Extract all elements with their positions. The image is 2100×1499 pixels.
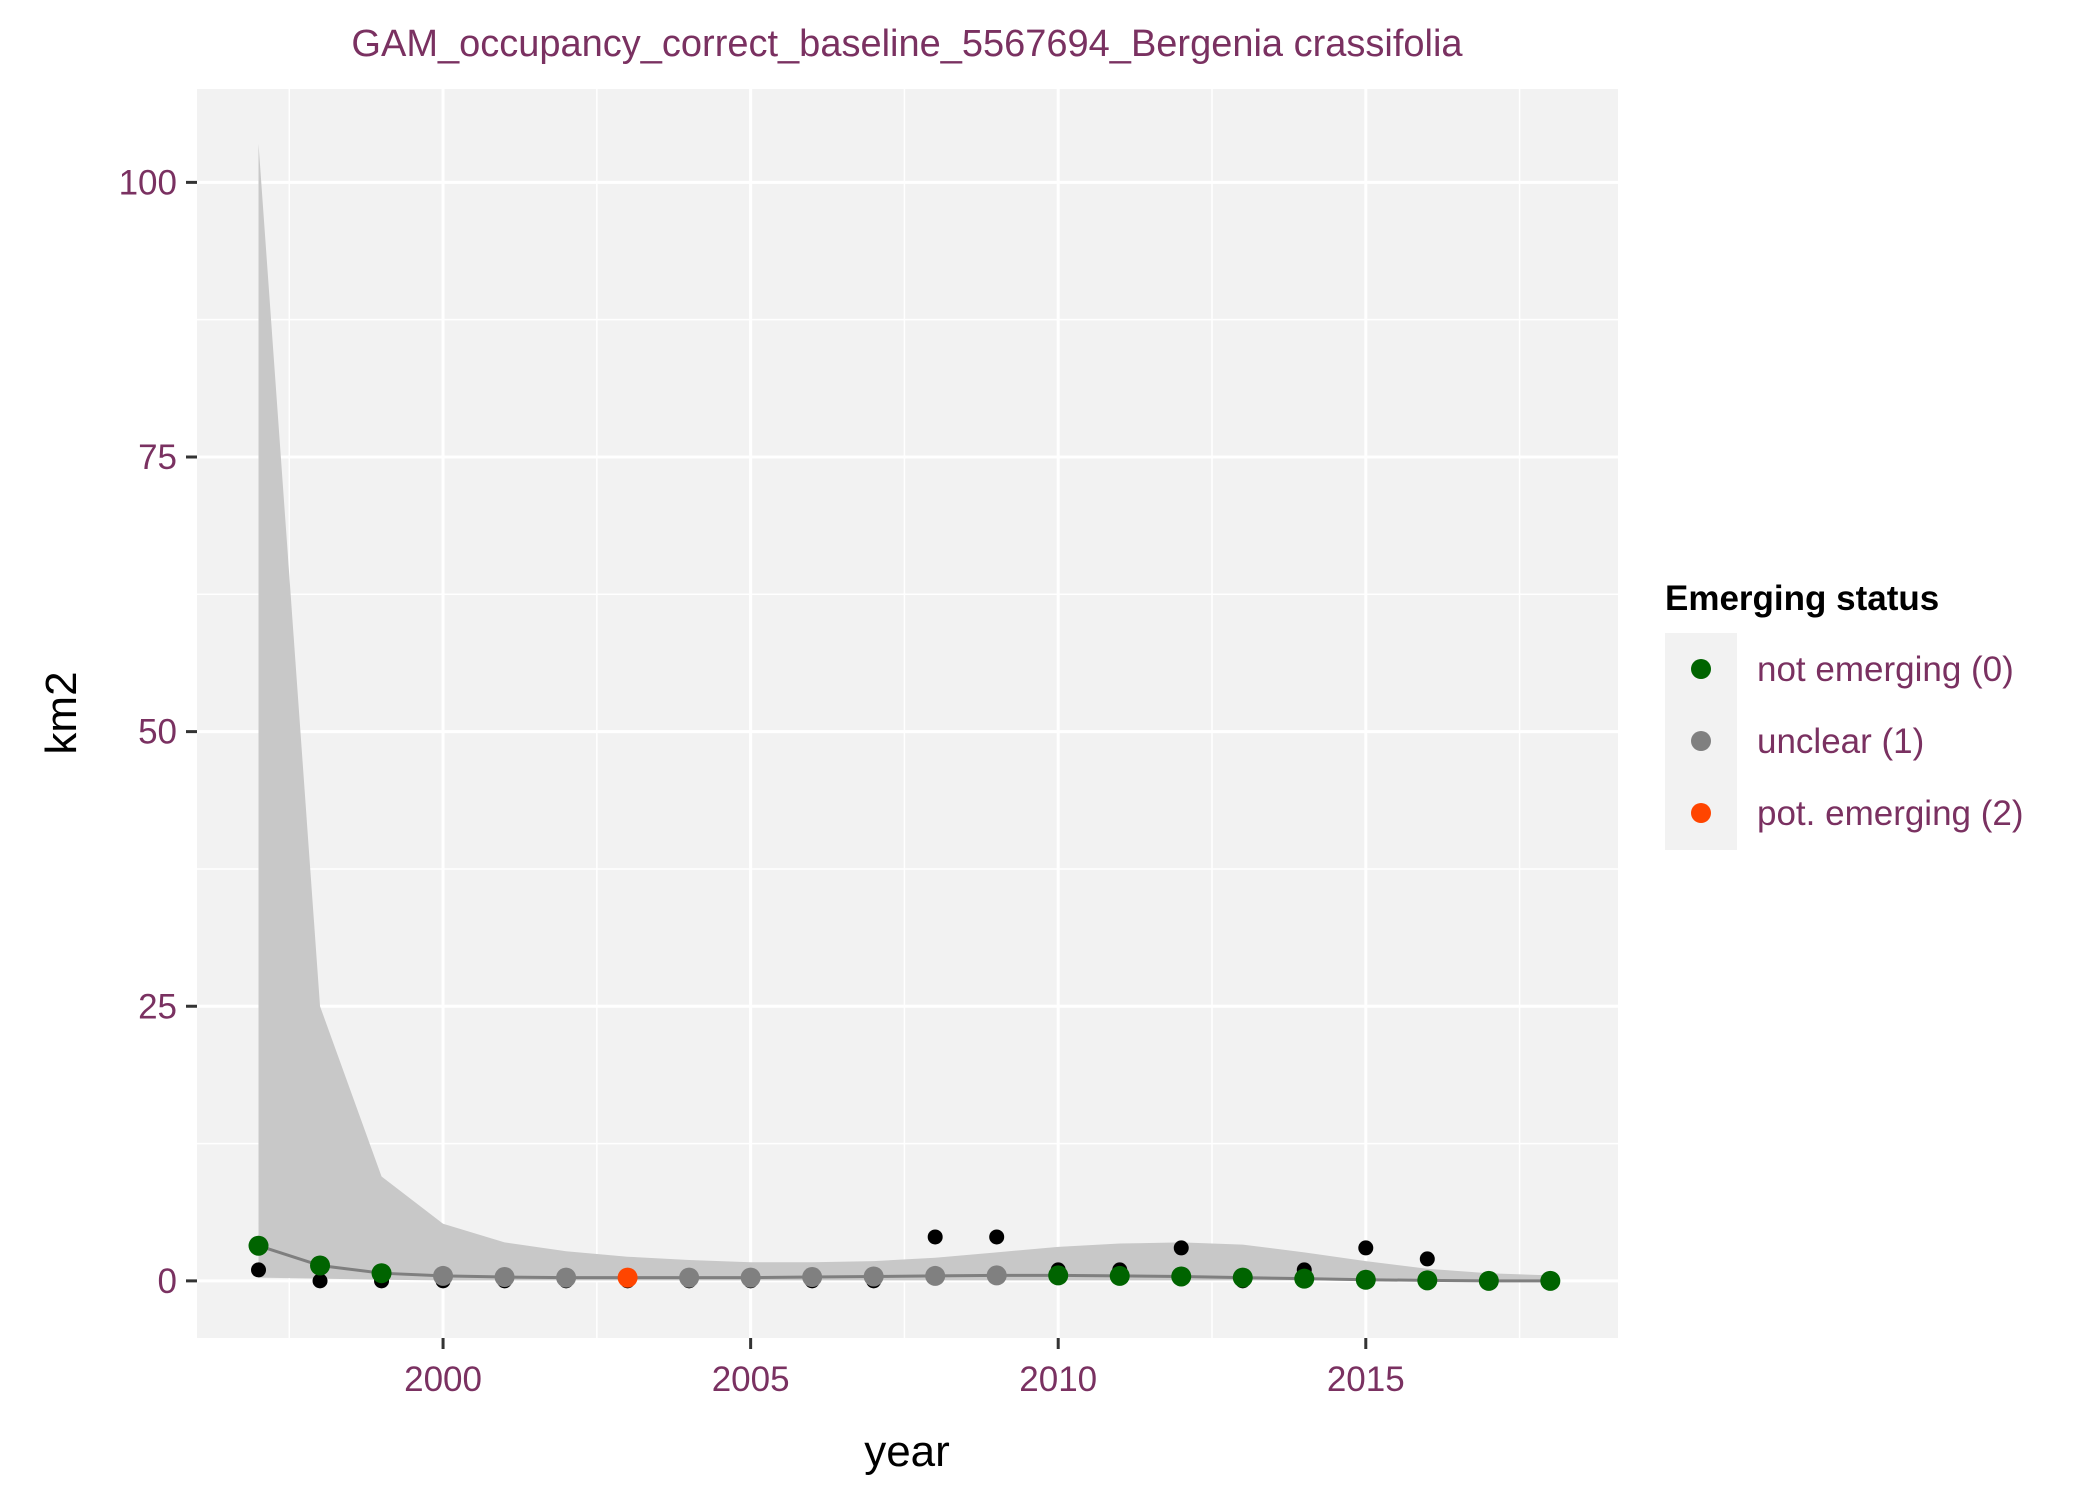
raw-point — [1358, 1240, 1374, 1256]
y-tick-label: 25 — [138, 987, 177, 1026]
status-point — [1048, 1265, 1069, 1286]
status-point — [1294, 1268, 1315, 1289]
y-axis-title: km2 — [37, 671, 86, 754]
x-tick-label: 2015 — [1327, 1360, 1405, 1399]
raw-point — [1173, 1240, 1189, 1256]
y-tick-label: 50 — [138, 713, 177, 752]
legend-key-1 — [1691, 731, 1711, 751]
status-point — [679, 1267, 700, 1288]
status-point — [925, 1265, 946, 1286]
y-tick-label: 75 — [138, 438, 177, 477]
status-point — [1478, 1270, 1499, 1291]
status-point — [1417, 1270, 1438, 1291]
chart-title: GAM_occupancy_correct_baseline_5567694_B… — [351, 23, 1463, 65]
legend-entries: not emerging (0) unclear (1) pot. emerging… — [1691, 650, 2024, 833]
status-point — [1540, 1270, 1561, 1291]
raw-point — [251, 1262, 267, 1278]
legend-key-0 — [1691, 659, 1711, 679]
status-point — [1109, 1265, 1130, 1286]
status-point — [433, 1265, 454, 1286]
status-point — [556, 1267, 577, 1288]
status-point — [310, 1255, 331, 1276]
status-point — [986, 1265, 1007, 1286]
status-point — [494, 1267, 515, 1288]
grid-minor — [197, 89, 1618, 1338]
legend: Emerging status not emerging (0) unclear … — [1665, 579, 2024, 850]
legend-title: Emerging status — [1665, 579, 1939, 618]
x-tick-label: 2010 — [1019, 1360, 1097, 1399]
plot-panel — [197, 89, 1618, 1338]
status-point — [248, 1235, 269, 1256]
x-axis-title: year — [864, 1427, 950, 1476]
legend-label: unclear (1) — [1757, 722, 1924, 761]
status-point — [740, 1267, 761, 1288]
x-axis: 2000 2005 2010 2015 — [404, 1338, 1405, 1399]
legend-label: not emerging (0) — [1757, 650, 2014, 689]
raw-point — [927, 1229, 943, 1245]
status-point — [1232, 1267, 1253, 1288]
y-tick-label: 100 — [119, 163, 177, 202]
x-tick-label: 2005 — [712, 1360, 790, 1399]
status-point — [617, 1267, 638, 1288]
status-point — [802, 1267, 823, 1288]
status-point — [1355, 1269, 1376, 1290]
raw-point — [1419, 1251, 1435, 1267]
y-axis: 0 25 50 75 100 — [119, 163, 197, 1301]
status-point — [371, 1263, 392, 1284]
x-tick-label: 2000 — [404, 1360, 482, 1399]
status-points-layer — [248, 1235, 1561, 1291]
smooth-line — [258, 1244, 1551, 1283]
status-point — [1171, 1266, 1192, 1287]
legend-key-2 — [1691, 803, 1711, 823]
smooth-line-layer — [258, 1244, 1551, 1283]
legend-label: pot. emerging (2) — [1757, 794, 2024, 833]
status-point — [863, 1266, 884, 1287]
raw-point — [989, 1229, 1005, 1245]
raw-point — [312, 1273, 328, 1289]
y-tick-label: 0 — [158, 1262, 177, 1301]
